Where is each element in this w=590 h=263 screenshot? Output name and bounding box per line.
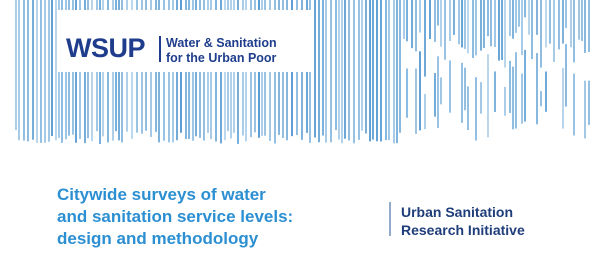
initiative: Research Initiative [401, 222, 525, 238]
initiative: Urban Sanitation [401, 204, 513, 220]
cover-header: WSUP Water & Sanitation for the Urban Po… [0, 0, 590, 258]
page: WSUP Water & Sanitation for the Urban Po… [0, 0, 590, 258]
logo-acronym: WSUP [66, 33, 145, 63]
title: design and methodology [57, 229, 259, 248]
logo-name: for the Urban Poor [166, 51, 277, 65]
title: and sanitation service levels: [57, 207, 293, 226]
logo-name: Water & Sanitation [166, 36, 277, 50]
title: Citywide surveys of water [57, 185, 266, 204]
